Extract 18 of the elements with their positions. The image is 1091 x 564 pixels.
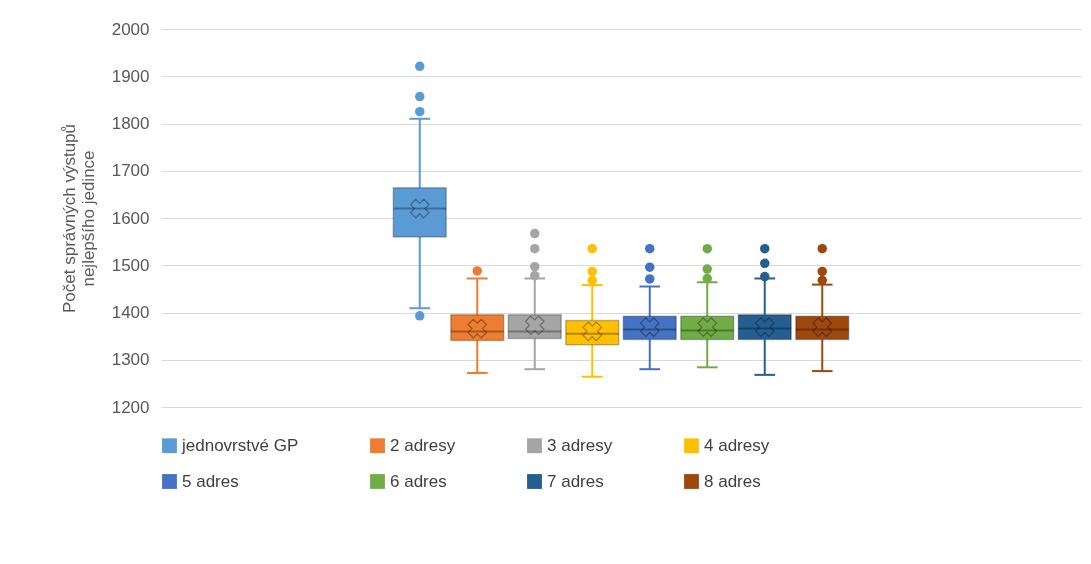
legend-label: 6 adres [390,471,447,491]
y-tick-label: 2000 [111,19,150,39]
y-tick-label: 1800 [111,114,150,133]
y-tick-label: 1900 [111,66,150,86]
y-tick-label: 1500 [111,255,150,275]
legend-label: 8 adres [704,471,761,491]
legend-label: jednovrstvé GP [181,435,299,455]
legend-label: 5 adres [182,471,239,491]
legend-label: 4 adresy [704,435,770,455]
legend-label: 2 adresy [390,435,456,455]
legend-label: 3 adresy [547,435,613,455]
y-tick-label: 1400 [111,303,150,322]
y-axis-title: Počet správných výstupů nejlepšího jedince [59,124,98,313]
y-tick-label: 1600 [111,208,150,228]
y-tick-label: 1200 [111,397,150,417]
y-tick-label: 1300 [111,350,150,370]
legend-label: 7 adres [547,471,604,491]
y-tick-label: 1700 [111,161,150,181]
